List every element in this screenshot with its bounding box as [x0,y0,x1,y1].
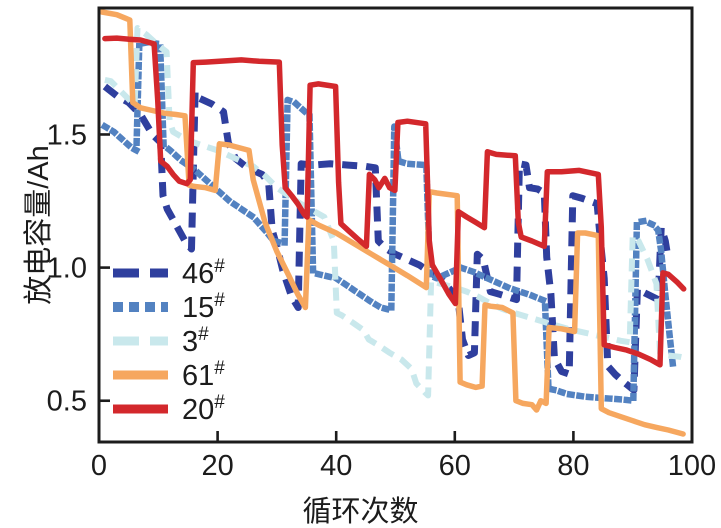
x-tick-label-60: 60 [439,450,471,482]
plot-frame [97,6,694,444]
legend-label-20: 20# [182,392,225,426]
x-tick-label-0: 0 [91,450,107,482]
plot-series-group [99,9,687,437]
legend-label-3: 3# [182,324,209,358]
x-axis-title: 循环次数 [302,496,419,528]
x-tick-label-20: 20 [201,450,233,482]
y-axis-title: 放电容量/Ah [23,145,55,305]
y-tick-label-1.0: 1.0 [47,253,87,285]
x-tick-label-100: 100 [668,450,716,482]
x-tick-label-80: 80 [557,450,589,482]
series-line-3 [104,25,687,399]
legend-label-61: 61# [182,358,225,392]
legend: 46#15#3#61#20# [113,256,225,426]
x-tick-label-40: 40 [320,450,352,482]
series-line-20 [102,35,687,368]
y-tick-label-1.5: 1.5 [47,119,87,151]
legend-label-46: 46# [182,256,225,290]
legend-label-15: 15# [182,290,225,324]
y-tick-label-0.5: 0.5 [47,386,87,418]
